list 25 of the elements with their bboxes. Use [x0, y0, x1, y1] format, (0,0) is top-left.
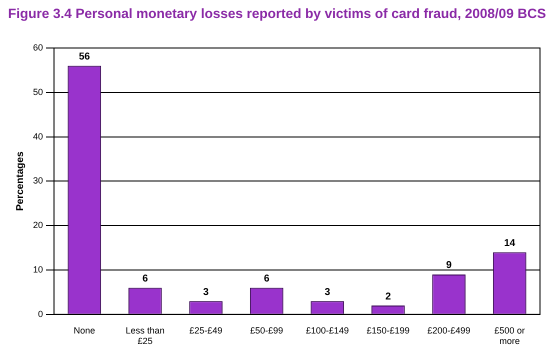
- x-tick-label: £500 or more: [494, 325, 525, 346]
- x-tick-label: Less than £25: [126, 325, 165, 346]
- data-label: 2: [385, 291, 392, 302]
- data-label: 14: [504, 238, 516, 249]
- y-tick-label: 50: [32, 86, 44, 97]
- x-tick-label: £100-£149: [306, 325, 349, 336]
- y-tick-label: 40: [32, 131, 44, 142]
- y-tick-label: 30: [32, 176, 44, 186]
- x-tick-label: None: [74, 325, 96, 336]
- data-label: 6: [142, 274, 148, 285]
- y-tick-label: 0: [38, 308, 44, 319]
- x-tick-label: £150-£199: [366, 325, 410, 336]
- x-tick-label: £50-£99: [250, 325, 284, 336]
- y-tick-label: 10: [32, 264, 44, 274]
- data-label: 3: [324, 286, 331, 298]
- data-label: 6: [264, 274, 270, 285]
- y-tick-label: 60: [32, 42, 44, 52]
- y-tick-label: 20: [32, 220, 44, 230]
- x-tick-label: £200-£499: [427, 325, 470, 336]
- data-label: 9: [446, 260, 452, 272]
- data-label: 3: [203, 286, 210, 298]
- y-axis-title: Percentages: [14, 151, 26, 211]
- data-label: 56: [78, 52, 90, 63]
- x-tick-label: £25-£49: [189, 325, 222, 336]
- chart-title: Figure 3.4 Personal monetary losses reported by victims of card fraud, 2008/09 BCS: [8, 6, 546, 21]
